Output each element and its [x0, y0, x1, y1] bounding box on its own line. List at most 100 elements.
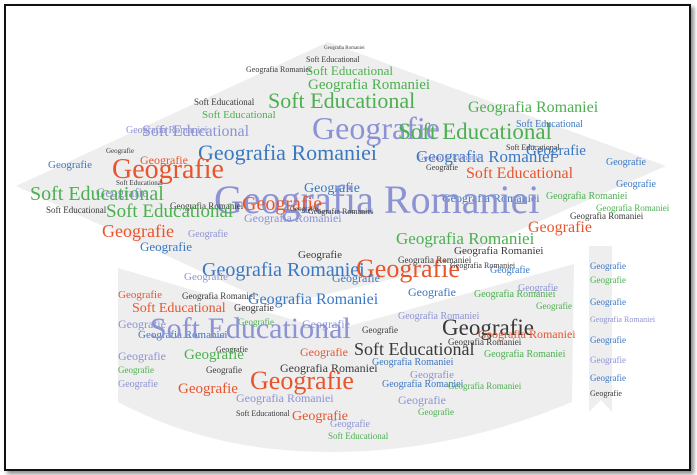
cloud-word: Geografie: [526, 143, 586, 159]
cloud-word: Geografie: [590, 275, 626, 285]
cloud-word: Geografia Romaniei: [214, 177, 540, 222]
cloud-word: Geografie: [426, 163, 458, 172]
cloud-word: Soft Educational: [194, 97, 255, 107]
cloud-word: Geografie: [300, 345, 348, 359]
cloud-word: Geografie: [606, 157, 646, 168]
cloud-word: Soft Educational: [30, 183, 164, 205]
cloud-word: Geografie: [242, 193, 322, 215]
cloud-word: Geografia Romaniei: [280, 361, 378, 375]
cloud-word: Geografie: [410, 369, 454, 381]
cloud-word: Geografie: [408, 285, 456, 299]
cloud-word: Geografia Romaniei: [372, 357, 454, 368]
cloud-word: Soft Educational: [466, 165, 574, 182]
cloud-word: Soft Educational: [398, 119, 552, 144]
cloud-word: Geografie: [290, 205, 318, 213]
cloud-word: Geografie: [250, 366, 354, 395]
cloud-word: Geografie: [590, 355, 626, 365]
cloud-word: Geografia Romaniei: [474, 289, 556, 300]
cloud-word: Geografia Romaniei: [126, 125, 208, 136]
cloud-word: Geografie: [184, 347, 244, 363]
cloud-word: Geografie: [616, 179, 656, 190]
cloud-word: Soft Educational: [506, 143, 560, 152]
cloud-word: Geografie: [590, 389, 622, 398]
word-cloud-frame: Geografia Romaniei Soft Educational Geogra…: [4, 4, 691, 471]
cloud-word: Geografie: [140, 153, 188, 167]
cloud-word: Geografia Romaniei: [590, 315, 656, 324]
cloud-word: Geografie: [234, 303, 274, 314]
cloud-word: Soft Educational: [116, 179, 163, 187]
cap-body: [118, 264, 574, 452]
cloud-word: Geografie: [418, 407, 454, 417]
cloud-word: Geografia Romaniei: [138, 329, 228, 341]
cloud-word: Geografia Romaniei: [198, 140, 377, 165]
cloud-word: Geografie: [490, 265, 530, 276]
cloud-word: Geografie: [528, 219, 592, 236]
cloud-word: Geografia Romaniei: [308, 77, 431, 93]
cloud-word: Geografie: [590, 335, 626, 345]
cloud-word: Geografia Romaniei: [382, 379, 464, 390]
cloud-word: Geografie: [118, 365, 154, 375]
cap-tassel: [589, 246, 612, 412]
cloud-word: Geografie: [536, 301, 572, 311]
cloud-word: Geografia Romaniei: [468, 99, 599, 116]
cloud-word: Geografia Romaniei: [454, 245, 544, 257]
cloud-word: Geografia Romaniei: [450, 261, 516, 270]
cloud-word: Geografie: [304, 181, 360, 196]
cloud-word: Geografie: [184, 271, 228, 283]
cloud-word: Geografie: [298, 249, 342, 261]
cloud-word: Geografia Romaniei: [448, 381, 522, 391]
cloud-word: Geografia Romaniei: [398, 255, 472, 265]
cloud-word: Geografia Romaniei: [236, 391, 334, 405]
cloud-word: Geografie: [206, 365, 242, 375]
cloud-word: Geografia Romaniei: [418, 153, 484, 162]
cloud-word: Geografie: [118, 349, 166, 363]
cloud-word: Geografie: [112, 154, 224, 185]
cloud-word: Soft Educational: [236, 409, 290, 418]
cloud-word: Geografia Romaniei: [246, 65, 312, 74]
cloud-word: Geografie: [188, 229, 228, 240]
cloud-word: Soft Educational: [306, 63, 394, 78]
cloud-word: Soft Educational: [354, 339, 475, 359]
cloud-word: Geografia Romaniei: [170, 201, 244, 211]
cloud-word: Geografie: [312, 110, 440, 146]
cloud-word: Geografie: [442, 315, 534, 340]
cloud-word: Geografie: [362, 325, 398, 335]
cloud-word: Geografie: [292, 409, 348, 424]
cloud-word: Soft Educational: [142, 123, 250, 140]
cloud-word: Geografie: [590, 297, 626, 307]
cloud-word: Geografia Romaniei: [308, 207, 374, 216]
cloud-word: Geografie: [216, 345, 248, 354]
graduation-cap-shape: [16, 42, 666, 452]
cap-board: [16, 42, 666, 306]
cloud-word: Geografia Romaniei: [248, 291, 379, 308]
cloud-word: Soft Educational: [306, 55, 360, 64]
cloud-word: Geografie: [590, 261, 626, 271]
cloud-word: Geografie: [118, 317, 166, 331]
cloud-word: Geografie: [118, 379, 158, 390]
cloud-word: Geografie: [118, 289, 162, 301]
cloud-word: Geografia Romaniei: [202, 259, 365, 281]
cloud-word: Geografia Romaniei: [484, 349, 566, 360]
cloud-word: Geografie: [590, 373, 626, 383]
cloud-word: Soft Educational: [202, 109, 276, 121]
cloud-word: Geografia Romaniei: [416, 147, 555, 166]
cloud-word: Geografie: [238, 317, 274, 327]
cloud-word: Geografie: [518, 283, 558, 294]
cloud-word: Geografie: [96, 185, 148, 200]
cloud-word: Geografie: [398, 393, 446, 407]
cloud-word: Geografie: [48, 159, 92, 171]
cloud-word: Soft Educational: [268, 88, 416, 113]
cloud-word: Geografia Romaniei: [570, 211, 644, 221]
cloud-word: Geografia Romaniei: [324, 46, 365, 51]
cloud-word: Geografie: [140, 239, 192, 254]
cloud-word: Geografia Romaniei: [478, 327, 576, 341]
cloud-word: Soft Educational: [516, 119, 583, 130]
cloud-word: Geografia Romaniei: [396, 229, 535, 248]
cloud-word: Soft Educational: [328, 431, 389, 441]
cloud-word: Geografie: [356, 254, 460, 283]
cloud-word: Soft Educational: [106, 201, 234, 222]
cloud-word: Soft Educational: [132, 301, 226, 316]
cloud-word: Geografia Romaniei: [398, 311, 480, 322]
cloud-word: Geografia Romaniei: [244, 211, 342, 225]
cloud-word: Geografia Romaniei: [182, 291, 256, 301]
